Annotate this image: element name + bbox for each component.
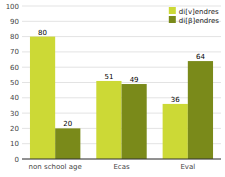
bar [163,104,188,159]
bar [122,84,147,159]
data-label: 36 [171,96,180,104]
legend: di[v]endresdi[β]endres [169,7,220,25]
x-tick-label: non school age [29,163,82,171]
grid-line [22,159,221,160]
x-tick-label: Ecas [113,163,130,171]
y-tick-label: 90 [10,18,19,26]
y-tick-label: 60 [10,64,19,72]
bars [30,37,213,159]
y-tick-label: 70 [10,48,19,56]
y-tick-label: 0 [15,156,19,164]
chart-container: 0 10 20 30 40 50 60 70 80 90 100 80 51 36 20 49 64 non sc… [0,0,225,177]
legend-label: di[β]endres [179,17,220,25]
data-label: 80 [38,29,47,37]
y-tick-label: 30 [10,110,19,118]
data-label: 51 [104,73,113,81]
legend-label: di[v]endres [179,8,219,16]
data-label: 64 [196,53,205,61]
chart-svg: 0 10 20 30 40 50 60 70 80 90 100 80 51 36 20 49 64 non sc… [0,0,225,177]
y-tick-label: 40 [10,94,19,102]
grid-line [22,6,221,7]
x-tick-label: Eval [180,163,195,171]
data-label: 49 [130,76,139,84]
y-tick-label: 20 [10,125,19,133]
bar [188,61,213,159]
y-tick-label: 50 [10,79,19,87]
y-tick-label: 100 [6,3,19,11]
bar [30,37,55,159]
x-axis-line [22,159,221,160]
legend-item: di[β]endres [169,16,220,25]
grid [22,6,221,159]
bar [96,81,121,159]
y-tick-label: 80 [10,33,19,41]
data-labels: 80 51 36 20 49 64 [38,29,205,129]
data-label: 20 [63,120,72,128]
y-tick-label: 10 [10,140,19,148]
legend-swatch [169,7,176,14]
bar [55,128,80,159]
legend-swatch [169,16,176,23]
legend-item: di[v]endres [169,7,219,16]
